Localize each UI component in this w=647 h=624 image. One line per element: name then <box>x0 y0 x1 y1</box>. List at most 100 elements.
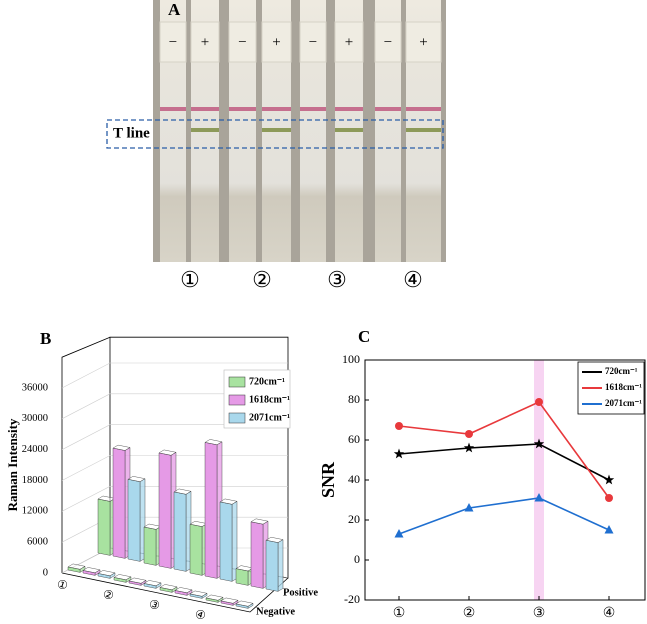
control-line <box>229 107 256 111</box>
sample-pad <box>261 21 292 63</box>
sample-pad <box>190 21 220 63</box>
point <box>465 430 473 438</box>
bar <box>250 518 269 589</box>
bar-top <box>158 449 177 456</box>
x-tick-label: ③ <box>147 596 162 613</box>
point <box>605 494 613 502</box>
legend-swatch <box>228 376 246 388</box>
bar-top <box>205 594 224 601</box>
y-tick-label: 30000 <box>22 413 48 424</box>
bar-front <box>158 452 172 569</box>
legend-label: 1618cm⁻¹ <box>605 382 642 392</box>
row-label: Positive <box>283 587 318 598</box>
grid-line <box>61 362 288 389</box>
bar-front <box>112 447 126 559</box>
strip-sign: − <box>238 34 246 50</box>
bar-front <box>219 501 233 582</box>
series-line <box>398 497 610 535</box>
panel-label: A <box>168 0 181 19</box>
point <box>394 529 404 538</box>
bar-top <box>112 444 131 451</box>
bar-top <box>82 567 101 574</box>
bar <box>158 449 177 569</box>
legend-swatch <box>228 412 246 424</box>
y-tick-label: 12000 <box>22 506 48 517</box>
x-tick-label: ④ <box>603 606 616 621</box>
sample-pad <box>228 21 257 63</box>
bar-top <box>67 563 86 570</box>
series-line <box>398 443 610 481</box>
strip-sign: + <box>419 34 427 50</box>
bar <box>173 488 192 572</box>
y-axis-label: SNR <box>318 461 338 498</box>
legend-label: 720cm⁻¹ <box>605 366 638 376</box>
control-line <box>375 107 401 111</box>
legend-swatch <box>228 394 246 406</box>
bar-top <box>174 587 193 594</box>
bar <box>97 570 116 579</box>
sample-pad <box>159 21 187 63</box>
grid-line <box>61 455 288 481</box>
highlight-band <box>534 360 544 600</box>
bar <box>220 597 239 606</box>
bar <box>189 520 208 576</box>
bar-top <box>159 584 178 591</box>
control-line <box>262 107 291 111</box>
strip-number: ③ <box>327 267 347 292</box>
bar-top <box>250 518 269 525</box>
x-tick-label: ② <box>101 586 116 603</box>
point <box>393 448 405 459</box>
point <box>464 503 474 512</box>
bar <box>235 565 254 586</box>
point <box>604 525 614 534</box>
y-axis-label: Raman Intensity <box>5 418 20 511</box>
x-tick-label: ③ <box>533 606 546 621</box>
bar-top <box>235 600 254 607</box>
y-tick-label: 20 <box>348 512 360 526</box>
panel-label: B <box>40 329 51 348</box>
bar <box>189 590 208 599</box>
y-tick-label: 80 <box>348 392 360 406</box>
y-tick-label: -20 <box>344 592 360 606</box>
test-line <box>191 128 219 132</box>
bar-front <box>265 539 279 592</box>
sample-pad <box>374 21 402 63</box>
bar <box>113 574 132 583</box>
t-line-label: T line <box>113 125 150 141</box>
bar-top <box>189 590 208 597</box>
bar-top <box>173 488 192 495</box>
legend-label: 720cm⁻¹ <box>249 376 285 387</box>
bar <box>67 563 86 573</box>
strip-sign: − <box>169 34 177 50</box>
sample-pad <box>334 21 364 63</box>
point <box>534 493 544 502</box>
bar <box>204 439 223 579</box>
bar <box>265 536 284 592</box>
sample-pad <box>405 21 442 63</box>
legend-label: 2071cm⁻¹ <box>249 412 290 423</box>
axis-frame <box>61 336 111 573</box>
point <box>463 442 475 453</box>
bar-top <box>128 577 147 584</box>
bar-front <box>97 498 111 556</box>
test-line <box>335 128 363 132</box>
control-line <box>406 107 441 111</box>
bar-top <box>127 476 146 482</box>
bar <box>127 476 146 562</box>
y-tick-label: 36000 <box>22 382 48 393</box>
point <box>533 438 545 449</box>
y-tick-label: 24000 <box>22 444 48 455</box>
bar <box>205 594 224 603</box>
strip-sign: − <box>309 34 317 50</box>
control-line <box>160 107 186 111</box>
bar-top <box>204 439 223 446</box>
y-tick-label: 0 <box>43 567 48 578</box>
x-tick-label: ② <box>463 606 476 621</box>
strip-sign: + <box>201 34 209 50</box>
bar <box>159 584 178 593</box>
legend-label: 1618cm⁻¹ <box>249 394 290 405</box>
bar-top <box>113 574 132 581</box>
strip-number: ④ <box>403 267 423 292</box>
control-line <box>191 107 219 111</box>
